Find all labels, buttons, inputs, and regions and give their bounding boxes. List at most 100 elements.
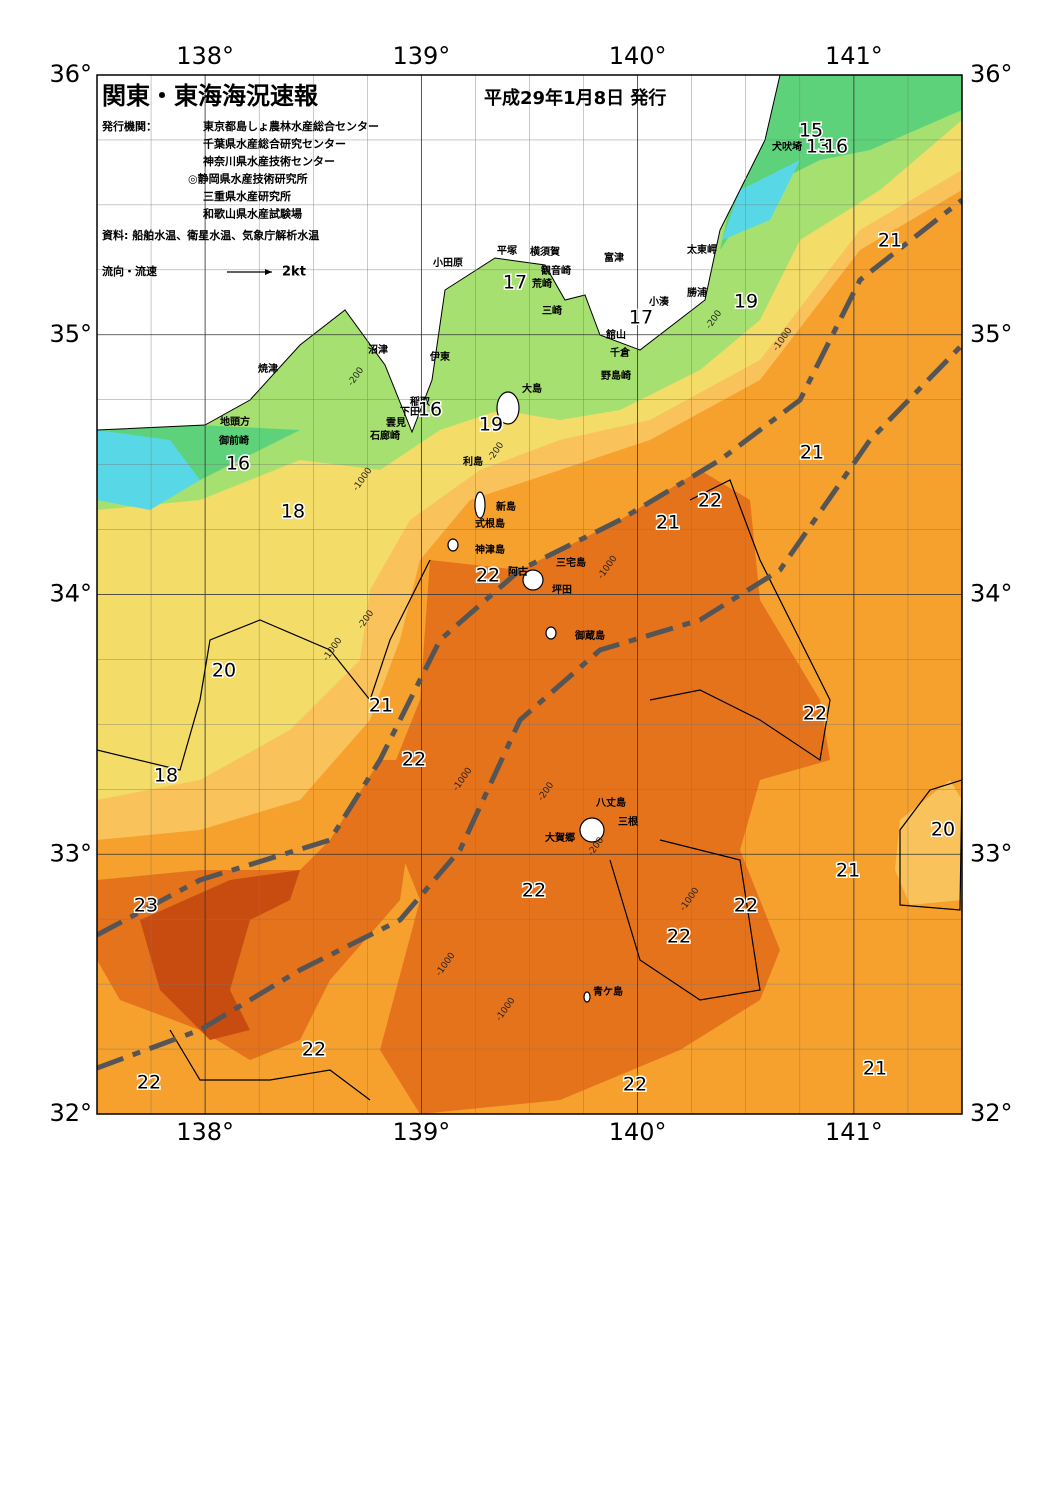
- lon-tick-label: 139°: [392, 1118, 450, 1146]
- publisher: ◎静岡県水産技術研究所: [188, 172, 308, 186]
- isotherm: [649, 479, 831, 762]
- isotherm-label: 16: [824, 136, 848, 158]
- island: [474, 491, 486, 519]
- sea-coldest: [97, 160, 800, 510]
- lat-tick-label: 35°: [49, 320, 92, 348]
- island: [579, 817, 605, 843]
- place-name: 神津島: [475, 543, 505, 556]
- isotherm-label: 22: [137, 1072, 161, 1094]
- place-name: 阿古: [508, 565, 528, 578]
- place-name: 三根: [618, 815, 638, 828]
- place-name: 新島: [496, 500, 516, 513]
- publisher: 千葉県水産総合研究センター: [203, 137, 346, 151]
- isotherm-label: 21: [878, 230, 902, 252]
- lon-tick-label: 140°: [609, 1118, 667, 1146]
- isotherm-label: 22: [302, 1039, 326, 1061]
- place-name: 石廊崎: [369, 429, 400, 442]
- place-name: 三宅島: [556, 556, 586, 569]
- isotherm: [97, 559, 431, 771]
- publisher: 三重県水産研究所: [203, 189, 291, 203]
- island: [583, 991, 591, 1003]
- lat-tick-label: 34°: [49, 580, 92, 608]
- isotherm: [899, 779, 962, 911]
- sea-warmer: [380, 470, 830, 1114]
- isotherm-label: 22: [476, 565, 500, 587]
- legend-arrowhead: [265, 269, 272, 275]
- isotherm-label: 16: [418, 399, 442, 421]
- isotherm-label: 22: [698, 490, 722, 512]
- lat-tick-label: 36°: [49, 60, 92, 88]
- island: [545, 626, 557, 640]
- lon-tick-label: 140°: [609, 42, 667, 70]
- island: [522, 569, 544, 591]
- legend-label: 流向・流速: [102, 264, 157, 278]
- island: [447, 538, 459, 552]
- isotherm-label: 22: [402, 749, 426, 771]
- place-name: 下田: [400, 406, 420, 418]
- place-name: 三崎: [542, 304, 562, 317]
- place-name: 御蔵島: [574, 629, 605, 642]
- isotherm-label: 22: [522, 880, 546, 902]
- lon-tick-label: 138°: [176, 42, 234, 70]
- isotherm: [169, 1029, 371, 1101]
- place-name: 稲取: [410, 395, 431, 408]
- place-name: 雲見: [386, 417, 406, 429]
- isotherm-label: 18: [154, 765, 178, 787]
- lat-tick-label: 35°: [970, 320, 1013, 348]
- isotherm-label: 16: [226, 453, 250, 475]
- legend-speed: 2kt: [282, 265, 306, 280]
- isotherm-label: 21: [836, 860, 860, 882]
- isotherm-label: 22: [803, 703, 827, 725]
- place-name: 千倉: [610, 346, 631, 359]
- lon-tick-label: 141°: [825, 1118, 883, 1146]
- isotherm-label: 17: [629, 307, 653, 329]
- lat-tick-label: 33°: [970, 839, 1013, 867]
- source: 資料: 船舶水温、衛星水温、気象庁解析水温: [102, 228, 319, 242]
- publishers-label: 発行機関：: [101, 119, 157, 133]
- title: 関東・東海海況速報: [102, 82, 319, 110]
- place-name: 野島崎: [601, 369, 631, 382]
- publisher: 神奈川県水産技術センター: [203, 154, 335, 168]
- isotherm-label: 18: [281, 501, 305, 523]
- isotherm-label: 17: [503, 272, 527, 294]
- place-name: 荒崎: [531, 277, 552, 290]
- isotherm-label: 15: [799, 120, 823, 142]
- isotherm: [609, 839, 761, 1001]
- isotherm-label: 19: [734, 291, 758, 313]
- sea-surface: [97, 75, 962, 1114]
- kuroshio-edge: [97, 343, 962, 1071]
- lon-tick-label: 141°: [825, 42, 883, 70]
- isotherm-label: 22: [623, 1074, 647, 1096]
- issue-date: 平成29年1月8日 発行: [484, 87, 666, 109]
- place-name: 観音崎: [541, 264, 571, 277]
- map-frame: [96, 74, 963, 1115]
- place-name: 大島: [522, 382, 542, 395]
- lon-tick-label: 139°: [392, 42, 450, 70]
- place-name: 勝浦: [687, 286, 707, 299]
- grid: [97, 75, 962, 1114]
- place-name: 犬吠埼: [772, 140, 802, 153]
- isotherm-label: 21: [863, 1058, 887, 1080]
- lon-tick-label: 138°: [176, 1118, 234, 1146]
- place-name: 青ケ島: [593, 985, 623, 998]
- place-name: 焼津: [258, 362, 278, 375]
- place-name: 御前崎: [218, 434, 249, 447]
- isotherm-label: 20: [931, 819, 955, 841]
- publisher: 和歌山県水産試験場: [203, 207, 302, 221]
- isotherm-label: 22: [667, 926, 691, 948]
- isotherms: [97, 479, 962, 1101]
- place-name: 平塚: [497, 244, 517, 257]
- place-name: 沼津: [368, 343, 388, 356]
- isotherm-label: 21: [800, 442, 824, 464]
- place-name: 利島: [463, 455, 483, 468]
- islands: [447, 391, 605, 1003]
- isotherm-label: 13: [806, 136, 830, 158]
- place-name: 小田原: [432, 256, 463, 269]
- publisher: 東京都島しょ農林水産総合センター: [203, 119, 379, 133]
- lat-tick-label: 33°: [49, 839, 92, 867]
- place-name: 小湊: [648, 295, 670, 308]
- place-name: 式根島: [475, 517, 505, 530]
- lat-tick-label: 34°: [970, 580, 1013, 608]
- place-name: 太東岬: [686, 243, 717, 256]
